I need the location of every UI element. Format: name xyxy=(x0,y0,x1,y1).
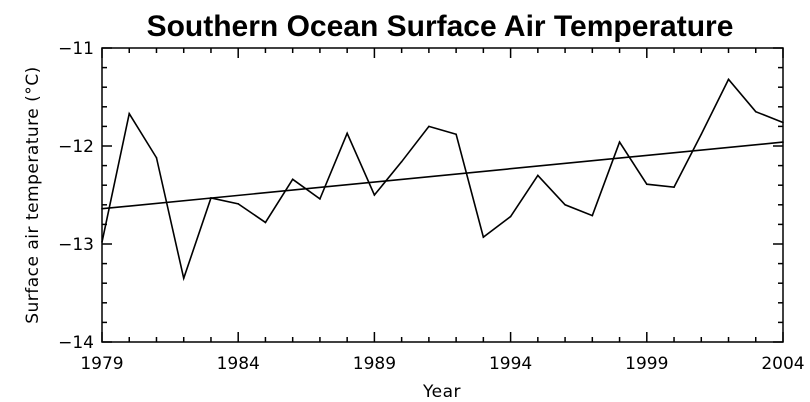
data-point xyxy=(592,215,594,217)
data-point xyxy=(537,175,539,177)
y-tick-label: −12 xyxy=(58,137,94,157)
data-point xyxy=(755,111,757,113)
x-tick-label: 1994 xyxy=(489,354,532,374)
chart-title: Southern Ocean Surface Air Temperature xyxy=(147,10,734,43)
plot-frame xyxy=(102,48,783,342)
plot-area xyxy=(101,79,784,280)
data-point xyxy=(128,113,130,115)
x-axis: 1979 1984 1989 1994 1999 2004 xyxy=(80,48,804,374)
data-point xyxy=(564,204,566,206)
x-tick-label: 1979 xyxy=(80,354,123,374)
data-point xyxy=(619,141,621,143)
data-point xyxy=(401,161,403,163)
data-point xyxy=(183,278,185,280)
x-axis-label: Year xyxy=(422,382,461,402)
data-point xyxy=(156,157,158,159)
data-point xyxy=(237,203,239,205)
x-tick-label: 2004 xyxy=(761,354,804,374)
data-point xyxy=(782,122,784,124)
data-point xyxy=(428,126,430,128)
data-point xyxy=(265,222,267,224)
data-point xyxy=(700,133,702,135)
trend-point xyxy=(101,208,103,210)
data-point xyxy=(728,79,730,81)
y-tick-label: −14 xyxy=(58,333,94,353)
trend-point xyxy=(782,141,784,143)
data-point xyxy=(346,132,348,134)
data-point xyxy=(101,241,103,243)
data-point xyxy=(483,236,485,238)
y-axis-label: Surface air temperature (°C) xyxy=(23,66,43,324)
y-tick-label: −13 xyxy=(58,235,94,255)
x-tick-label: 1989 xyxy=(353,354,396,374)
data-point xyxy=(455,133,457,135)
data-point xyxy=(646,183,648,185)
y-axis: −11 −12 −13 −14 xyxy=(58,39,783,353)
data-point xyxy=(374,194,376,196)
series-line xyxy=(102,79,783,278)
y-tick-label: −11 xyxy=(58,39,94,59)
data-point xyxy=(292,179,294,181)
data-point xyxy=(319,198,321,200)
x-tick-label: 1999 xyxy=(625,354,668,374)
x-tick-label: 1984 xyxy=(217,354,260,374)
data-point xyxy=(510,216,512,218)
data-point xyxy=(673,186,675,188)
